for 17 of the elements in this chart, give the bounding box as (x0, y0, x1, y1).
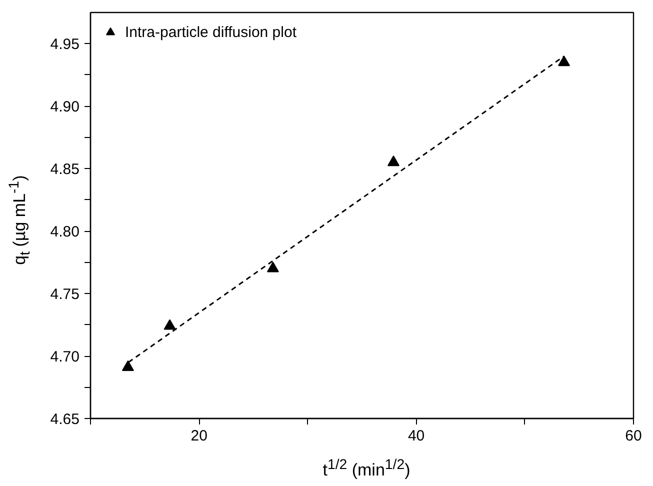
x-tick-label: 40 (408, 428, 425, 444)
point (387, 156, 400, 166)
point (266, 262, 279, 272)
y-tick-label: 4.70 (50, 348, 80, 366)
y-tick-label: 4.75 (50, 286, 80, 304)
y-tick-label: 4.65 (50, 411, 80, 428)
y-tick-label: 4.80 (50, 224, 80, 241)
point (164, 319, 176, 330)
y-tick-label: 4.85 (50, 161, 80, 178)
x-tick-label: 20 (190, 428, 208, 444)
legend-label: Intra-particle diffusion plot (125, 24, 296, 40)
x-tick-label: 60 (625, 428, 642, 444)
point (122, 360, 134, 371)
y-tick-label: 4.95 (50, 36, 80, 54)
x-axis-title: t$^{1/2}$ (min$^{1/2}$) (322, 456, 412, 482)
point (558, 56, 570, 66)
y-tick-label: 4.90 (50, 98, 80, 116)
